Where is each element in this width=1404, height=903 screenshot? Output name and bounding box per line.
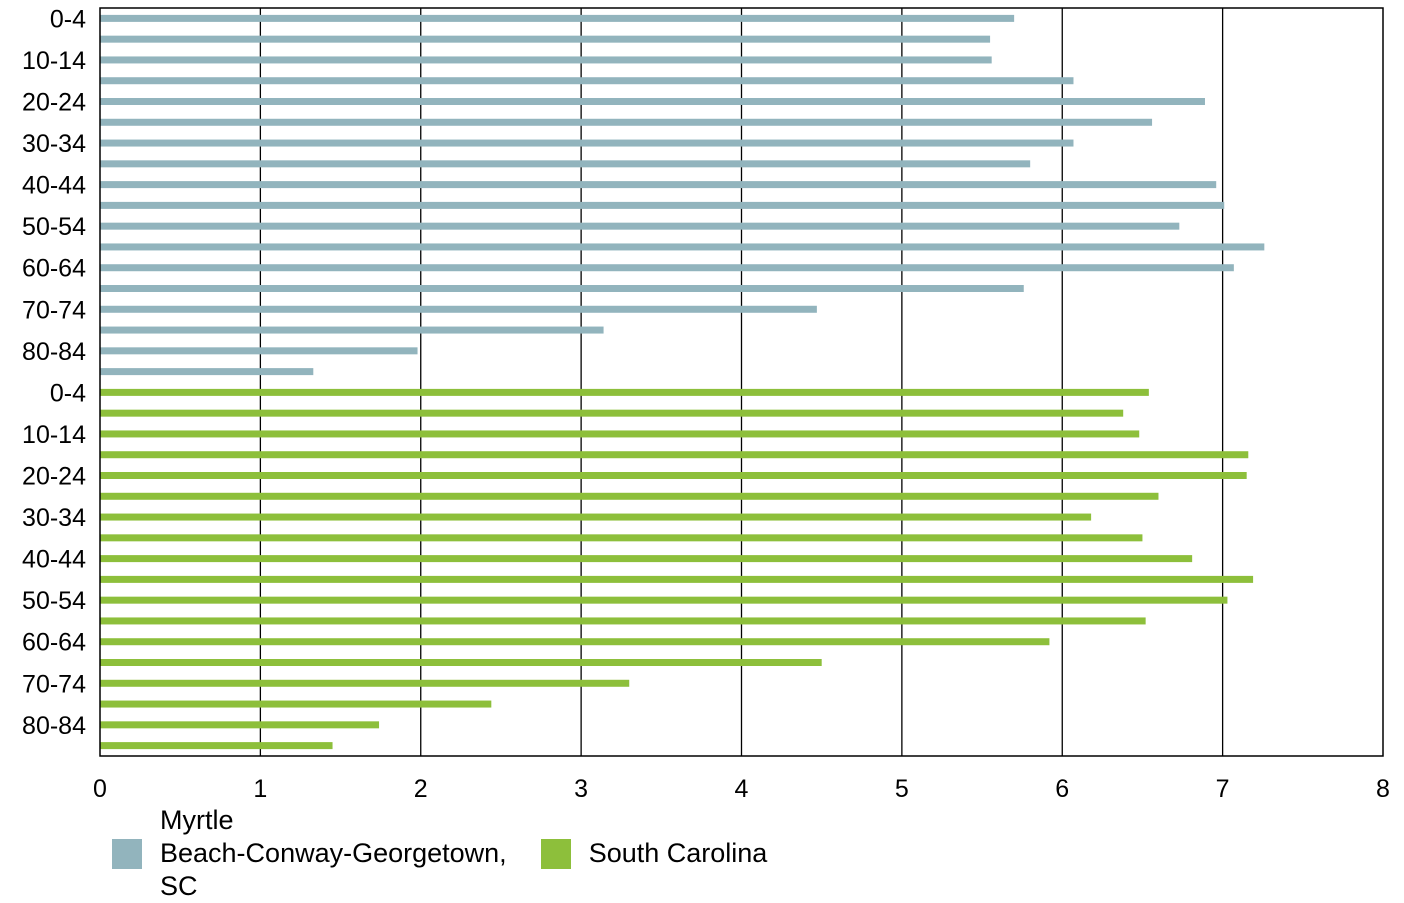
y-tick-label: 60-64 bbox=[22, 255, 86, 283]
bar bbox=[100, 14, 1015, 22]
y-tick-label: 20-24 bbox=[22, 89, 86, 117]
bar bbox=[100, 160, 1031, 168]
x-tick-label: 0 bbox=[93, 775, 107, 803]
legend-item-myrtle-beach: Myrtle Beach-Conway-Georgetown, SC bbox=[112, 804, 507, 903]
bar bbox=[100, 638, 1050, 646]
plot-frame bbox=[99, 7, 1384, 757]
y-tick-label: 60-64 bbox=[22, 629, 86, 657]
x-tick-label: 7 bbox=[1216, 775, 1230, 803]
bar bbox=[100, 201, 1225, 209]
legend-swatch-myrtle-beach bbox=[112, 838, 142, 869]
bar bbox=[100, 264, 1234, 272]
bar bbox=[100, 139, 1074, 147]
y-tick-label: 30-34 bbox=[22, 504, 86, 532]
x-tick-label: 2 bbox=[414, 775, 428, 803]
bar bbox=[100, 742, 333, 750]
bar bbox=[100, 368, 314, 376]
bar bbox=[100, 659, 822, 666]
x-tick-label: 3 bbox=[574, 775, 588, 803]
legend-label-south-carolina: South Carolina bbox=[588, 838, 768, 868]
x-tick-label: 1 bbox=[253, 775, 267, 803]
bar bbox=[100, 409, 1124, 417]
bar bbox=[100, 326, 604, 334]
bar bbox=[100, 98, 1205, 105]
legend-item-south-carolina: South Carolina bbox=[540, 837, 768, 870]
bar bbox=[100, 721, 380, 729]
bar bbox=[100, 388, 1149, 396]
bar bbox=[100, 596, 1228, 604]
bar bbox=[100, 430, 1140, 438]
bar bbox=[100, 347, 418, 355]
bar bbox=[100, 513, 1092, 521]
bar bbox=[100, 555, 1193, 563]
y-tick-label: 30-34 bbox=[22, 130, 86, 158]
bar bbox=[100, 472, 1247, 479]
y-tick-label: 20-24 bbox=[22, 463, 86, 491]
y-tick-label: 10-14 bbox=[22, 421, 86, 449]
y-tick-label: 40-44 bbox=[22, 172, 86, 200]
bar bbox=[100, 35, 991, 43]
x-tick-label: 4 bbox=[735, 775, 749, 803]
y-tick-label: 0-4 bbox=[50, 5, 86, 33]
bar bbox=[100, 451, 1249, 459]
legend-line: SC bbox=[160, 871, 198, 901]
y-tick-label: 70-74 bbox=[22, 670, 86, 698]
x-tick-label: 8 bbox=[1376, 775, 1390, 803]
x-tick-label: 6 bbox=[1055, 775, 1069, 803]
legend: Myrtle Beach-Conway-Georgetown, SC South… bbox=[112, 804, 767, 903]
bar bbox=[100, 181, 1217, 189]
legend-swatch-south-carolina bbox=[540, 838, 571, 869]
y-tick-label: 80-84 bbox=[22, 712, 86, 740]
bar bbox=[100, 617, 1146, 625]
bar bbox=[100, 700, 492, 708]
legend-line: Beach-Conway-Georgetown, bbox=[160, 838, 507, 868]
bar bbox=[100, 118, 1153, 126]
y-tick-label: 0-4 bbox=[50, 379, 86, 407]
bar bbox=[100, 534, 1143, 542]
bar bbox=[100, 575, 1254, 583]
y-tick-label: 80-84 bbox=[22, 338, 86, 366]
bar bbox=[100, 492, 1159, 500]
legend-label-myrtle-beach: Myrtle Beach-Conway-Georgetown, SC bbox=[160, 804, 507, 903]
bar bbox=[100, 679, 630, 687]
legend-line: Myrtle bbox=[160, 805, 234, 835]
y-tick-label: 10-14 bbox=[22, 47, 86, 75]
y-tick-label: 40-44 bbox=[22, 546, 86, 574]
bar bbox=[100, 77, 1074, 85]
bar bbox=[100, 56, 992, 64]
x-tick-label: 5 bbox=[895, 775, 909, 803]
y-tick-label: 50-54 bbox=[22, 213, 86, 241]
bar bbox=[100, 222, 1180, 230]
bar bbox=[100, 305, 817, 313]
bar bbox=[100, 243, 1265, 251]
y-tick-label: 50-54 bbox=[22, 587, 86, 615]
y-tick-label: 70-74 bbox=[22, 296, 86, 324]
bar bbox=[100, 285, 1024, 292]
